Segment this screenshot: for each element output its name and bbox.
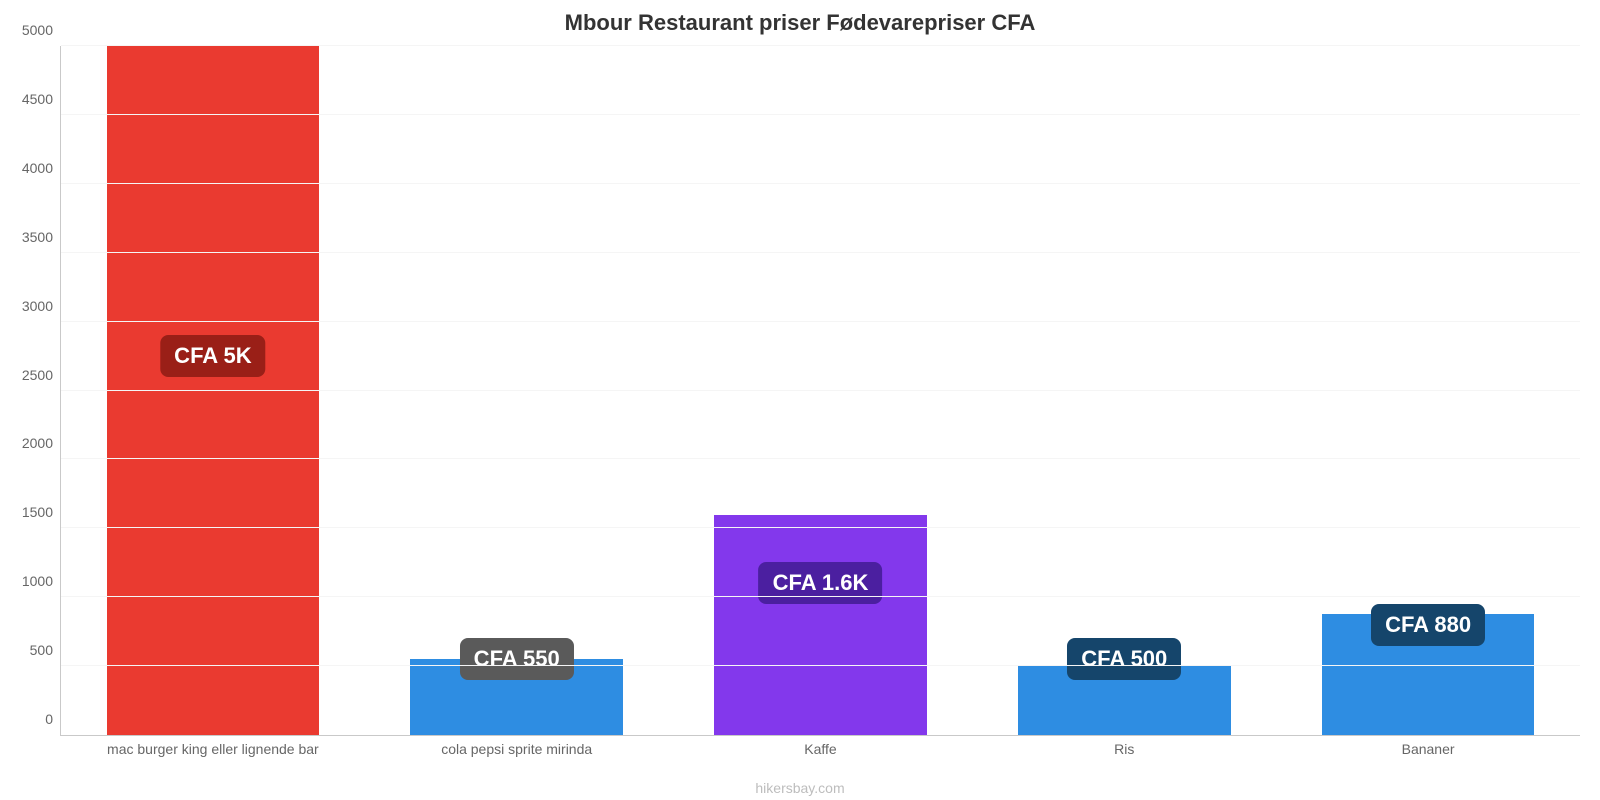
y-tick-label: 1500 xyxy=(22,504,61,520)
bar-slot: CFA 1.6KKaffe xyxy=(669,46,973,735)
bar-value-label: CFA 5K xyxy=(160,335,265,377)
y-tick-label: 3500 xyxy=(22,229,61,245)
gridline xyxy=(61,252,1580,253)
bar-slot: CFA 880Bananer xyxy=(1276,46,1580,735)
chart-area: CFA 5Kmac burger king eller lignende bar… xyxy=(60,46,1580,736)
bar-slot: CFA 550cola pepsi sprite mirinda xyxy=(365,46,669,735)
y-tick-label: 500 xyxy=(30,642,61,658)
gridline xyxy=(61,596,1580,597)
bar xyxy=(107,46,320,735)
y-tick-label: 4000 xyxy=(22,160,61,176)
bar-value-label: CFA 550 xyxy=(460,638,574,680)
x-tick-label: Kaffe xyxy=(804,735,836,757)
gridline xyxy=(61,665,1580,666)
gridline xyxy=(61,45,1580,46)
plot-region: CFA 5Kmac burger king eller lignende bar… xyxy=(60,46,1580,736)
gridline xyxy=(61,321,1580,322)
bar xyxy=(714,515,927,735)
x-tick-label: Ris xyxy=(1114,735,1134,757)
y-tick-label: 5000 xyxy=(22,22,61,38)
y-tick-label: 3000 xyxy=(22,298,61,314)
bars-container: CFA 5Kmac burger king eller lignende bar… xyxy=(61,46,1580,735)
y-tick-label: 2000 xyxy=(22,435,61,451)
gridline xyxy=(61,390,1580,391)
gridline xyxy=(61,183,1580,184)
bar-value-label: CFA 1.6K xyxy=(759,562,883,604)
gridline xyxy=(61,114,1580,115)
gridline xyxy=(61,527,1580,528)
y-tick-label: 0 xyxy=(45,711,61,727)
x-tick-label: cola pepsi sprite mirinda xyxy=(441,735,592,757)
x-tick-label: Bananer xyxy=(1402,735,1455,757)
x-tick-label: mac burger king eller lignende bar xyxy=(107,735,319,757)
y-tick-label: 2500 xyxy=(22,367,61,383)
bar-value-label: CFA 880 xyxy=(1371,604,1485,646)
attribution-text: hikersbay.com xyxy=(0,780,1600,796)
y-tick-label: 1000 xyxy=(22,573,61,589)
bar-value-label: CFA 500 xyxy=(1067,638,1181,680)
y-tick-label: 4500 xyxy=(22,91,61,107)
bar-slot: CFA 500Ris xyxy=(972,46,1276,735)
chart-title: Mbour Restaurant priser Fødevarepriser C… xyxy=(0,0,1600,36)
bar-slot: CFA 5Kmac burger king eller lignende bar xyxy=(61,46,365,735)
gridline xyxy=(61,458,1580,459)
